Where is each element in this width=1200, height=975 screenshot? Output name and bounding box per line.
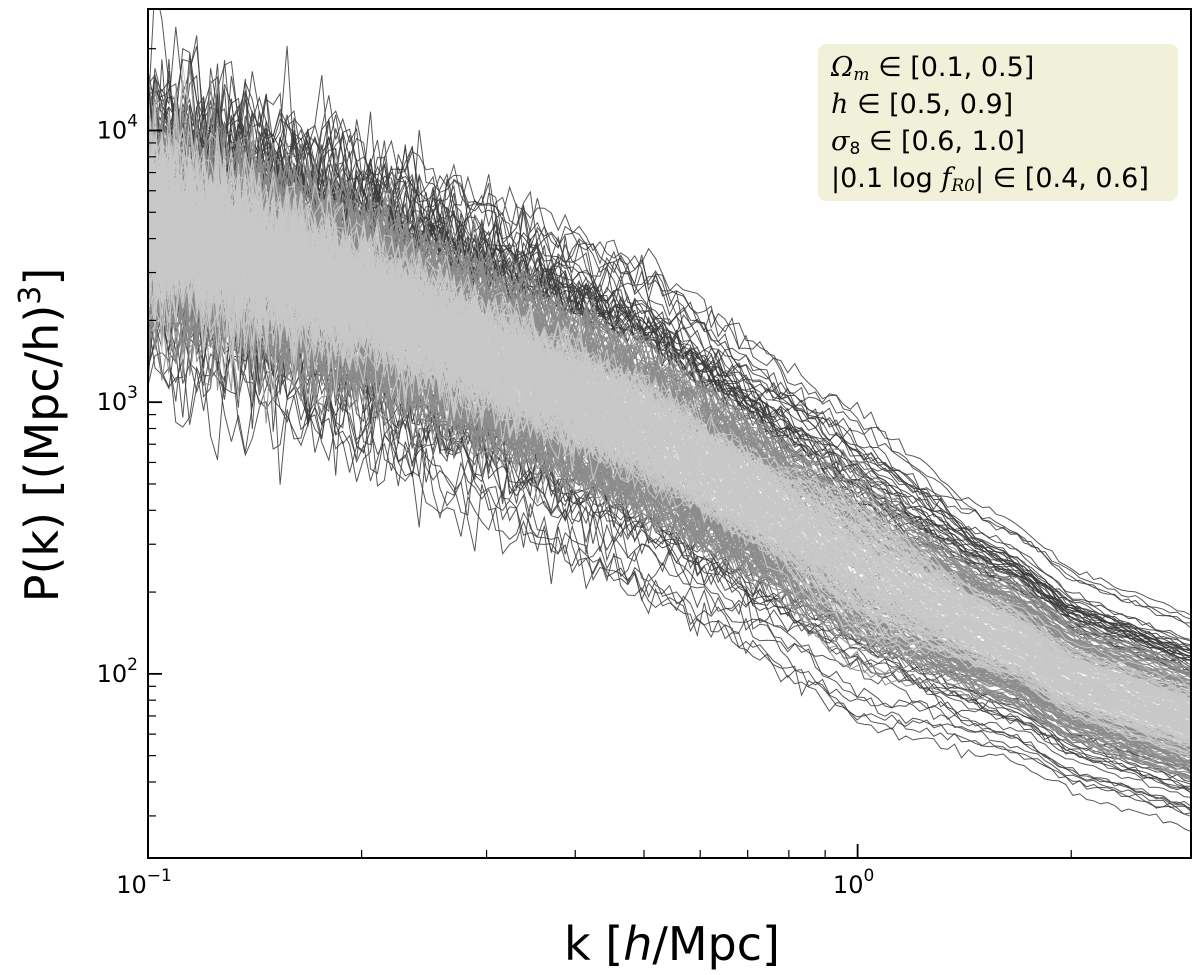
series-line [148,238,1191,774]
legend-entry-fr0: |0.1 log fR0| ∈ [0.4, 0.6] [831,163,1149,196]
series-line [148,63,1191,616]
axis-ticks [147,48,1072,858]
series-line [148,152,1191,718]
series-line [148,9,1191,642]
series-line [148,279,1191,768]
y-tick-label: 103 [97,383,138,416]
y-axis-title: P(k) [(Mpc/h)3] [13,268,69,603]
series-lines [148,9,1191,832]
series-line [148,100,1191,647]
series-line [148,274,1191,798]
series-line [148,166,1191,734]
legend: Ωm ∈ [0.1, 0.5] h ∈ [0.5, 0.9] σ8 ∈ [0.6… [818,44,1178,201]
series-line [148,247,1191,791]
legend-entry-sigma-8: σ8 ∈ [0.6, 1.0] [831,126,1026,159]
series-line [148,167,1191,736]
series-line [148,193,1191,719]
y-tick-label: 102 [97,655,138,688]
x-tick-label: 10−1 [116,866,172,899]
y-tick-label: 104 [97,111,138,144]
plot-frame [147,8,1192,859]
series-line [148,152,1191,734]
series-line [148,113,1191,675]
legend-entry-omega-m: Ωm ∈ [0.1, 0.5] [831,52,1035,85]
series-line [148,286,1191,811]
series-line [148,182,1191,724]
x-axis-title: k [h/Mpc] [564,917,780,971]
x-tick-label: 100 [833,866,874,899]
legend-entry-h: h ∈ [0.5, 0.9] [831,89,1014,120]
series-line [148,195,1191,719]
series-line [148,302,1191,832]
